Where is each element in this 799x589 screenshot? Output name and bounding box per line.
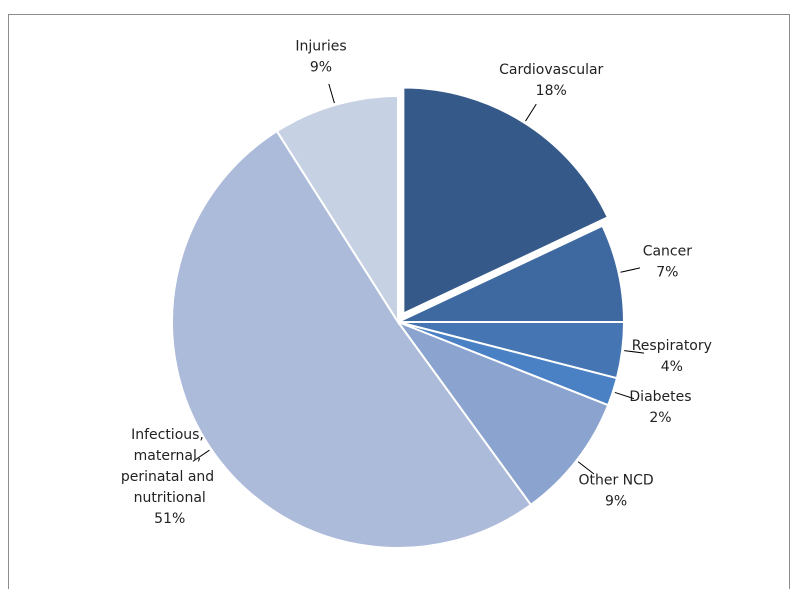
label-line: maternal,	[134, 448, 206, 464]
label-line: Cardiovascular	[499, 62, 603, 78]
value-label: 9%	[605, 494, 627, 510]
label-line: Respiratory	[632, 338, 712, 354]
pie-slice	[395, 319, 610, 507]
label-line: nutritional	[134, 490, 206, 506]
leader-line	[614, 391, 635, 400]
leader-line	[525, 103, 537, 122]
leader-line	[620, 267, 641, 273]
pie-slice	[171, 129, 533, 549]
category-label: Injuries	[295, 38, 346, 54]
value-label: 9%	[310, 59, 332, 75]
value-label: 51%	[154, 511, 185, 527]
leader-line	[577, 461, 595, 475]
category-label: Cardiovascular	[499, 62, 603, 78]
chart-frame	[8, 14, 790, 589]
leader-line	[192, 449, 210, 462]
value-label: 7%	[656, 264, 678, 280]
category-label: Infectious, maternal, perinatal and nutr…	[121, 427, 219, 506]
label-line: Diabetes	[629, 389, 691, 405]
category-label: Respiratory	[632, 338, 712, 354]
label-line: Injuries	[295, 38, 346, 54]
pie-slice	[275, 94, 399, 326]
label-line: perinatal and	[121, 469, 219, 485]
value-label: 18%	[536, 83, 567, 99]
category-label: Cancer	[643, 243, 693, 259]
leader-line	[624, 350, 645, 354]
category-label: Diabetes	[629, 389, 691, 405]
category-label: Other NCD	[578, 473, 653, 489]
value-label: 4%	[661, 359, 683, 375]
label-line: Other NCD	[578, 473, 653, 489]
value-label: 2%	[649, 410, 671, 426]
pie-slice	[402, 86, 610, 316]
label-line: Infectious,	[131, 427, 208, 443]
label-line: Cancer	[643, 243, 693, 259]
leader-line	[328, 83, 335, 104]
